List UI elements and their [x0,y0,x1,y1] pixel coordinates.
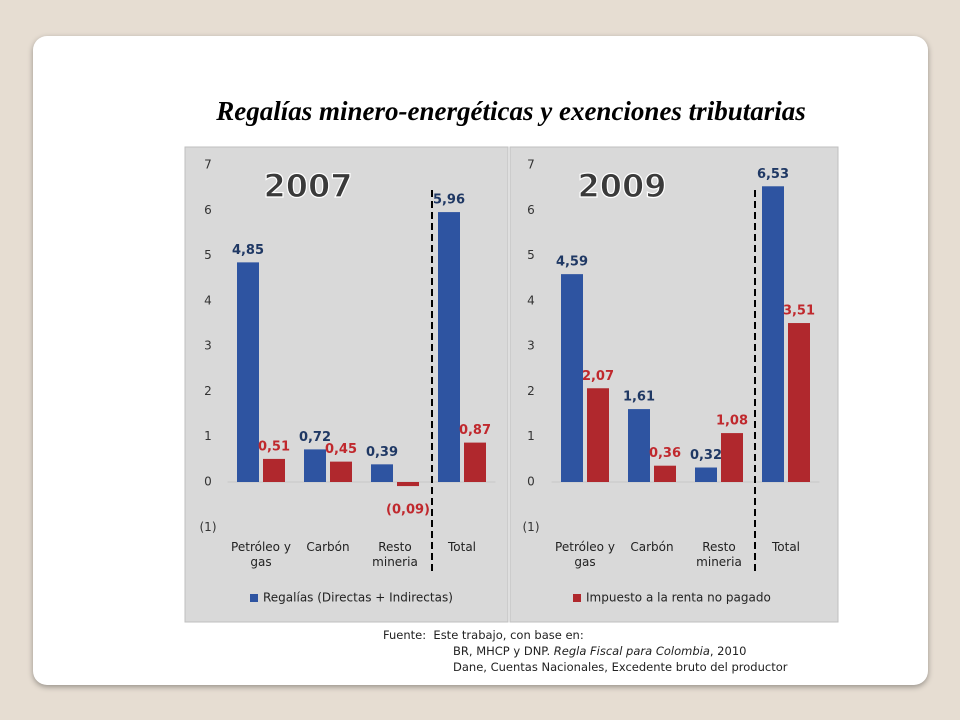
source-line: Dane, Cuentas Nacionales, Excedente brut… [453,660,788,674]
value-label: 3,51 [783,304,815,319]
value-label: 6,53 [757,167,789,182]
source-text: , 2010 [709,644,747,658]
value-label: 0,32 [690,448,722,463]
x-tick-label-box: Carbón [306,540,350,554]
source-line: BR, MHCP y DNP. Regla Fiscal para Colomb… [383,643,787,659]
y-tick-label: 3 [204,339,212,353]
y-tick-label: 7 [527,158,535,172]
bar [788,323,810,482]
x-tick-label: Carbón [630,540,674,554]
bar [237,262,259,482]
source: Fuente: Este trabajo, con base en: BR, M… [383,627,787,675]
year-label: 2007 [263,167,352,205]
value-label: 2,07 [582,369,614,384]
bar [561,274,583,482]
x-tick-label: Petróleo y gas [231,540,291,569]
y-tick-label: 0 [527,475,535,489]
x-tick-label-box: Resto mineria [696,540,742,569]
value-label: 1,61 [623,390,655,405]
bar [721,433,743,482]
bar [464,442,486,482]
legend-label: Regalías (Directas + Indirectas) [263,591,453,605]
bar [371,464,393,482]
bar [695,467,717,482]
value-label: 1,08 [716,414,748,429]
y-tick-label: 6 [527,203,535,217]
value-label: 0,72 [299,430,331,445]
y-tick-label: 3 [527,339,535,353]
value-label: 0,87 [459,423,491,438]
x-tick-label-box: Total [447,540,477,554]
x-tick-label: Resto mineria [696,540,742,569]
y-tick-label: (1) [523,520,540,534]
bar [628,409,650,482]
value-label: 4,59 [556,255,588,270]
bar [263,458,285,482]
legend-label: Impuesto a la renta no pagado [586,591,771,605]
source-label: Fuente: [383,628,427,642]
x-tick-label-box: Total [771,540,801,554]
value-label: 4,85 [232,243,264,258]
value-label: 0,36 [649,446,681,461]
x-tick-label: Total [771,540,801,554]
source-line: Fuente: Este trabajo, con base en: [383,627,787,643]
value-label: 5,96 [433,193,465,208]
y-tick-label: 4 [527,293,535,307]
bar [762,186,784,482]
bar [654,465,676,482]
y-tick-label: 1 [204,429,212,443]
x-tick-label-box: Carbón [630,540,674,554]
bar [438,212,460,482]
source-text: Este trabajo, con base en: [433,628,584,642]
x-tick-label-box: Petróleo y gas [231,540,291,569]
y-tick-label: 0 [204,475,212,489]
x-tick-label: Petróleo y gas [555,540,615,569]
source-text: BR, MHCP y DNP. [453,644,551,658]
value-label: 0,39 [366,445,398,460]
legend-swatch [250,594,258,602]
title: Regalías minero-energéticas y exenciones… [216,96,806,126]
value-label: 0,45 [325,442,357,457]
x-tick-label: Total [447,540,477,554]
bar [304,449,326,482]
y-tick-label: 2 [527,384,535,398]
x-tick-label: Carbón [306,540,350,554]
y-tick-label: 5 [527,248,535,262]
bar [397,482,419,487]
y-tick-label: 6 [204,203,212,217]
y-tick-label: 1 [527,429,535,443]
x-tick-label: Resto mineria [372,540,418,569]
bar [330,461,352,482]
x-tick-label-box: Petróleo y gas [555,540,615,569]
legend-swatch [573,594,581,602]
y-tick-label: 2 [204,384,212,398]
value-label: (0,09) [386,503,430,518]
x-tick-label-box: Resto mineria [372,540,418,569]
year-label: 2009 [577,167,666,205]
y-tick-label: 4 [204,293,212,307]
source-text: Regla Fiscal para Colombia [553,644,710,658]
value-label: 0,51 [258,439,290,454]
y-tick-label: (1) [200,520,217,534]
bar [587,388,609,482]
y-tick-label: 5 [204,248,212,262]
y-tick-label: 7 [204,158,212,172]
